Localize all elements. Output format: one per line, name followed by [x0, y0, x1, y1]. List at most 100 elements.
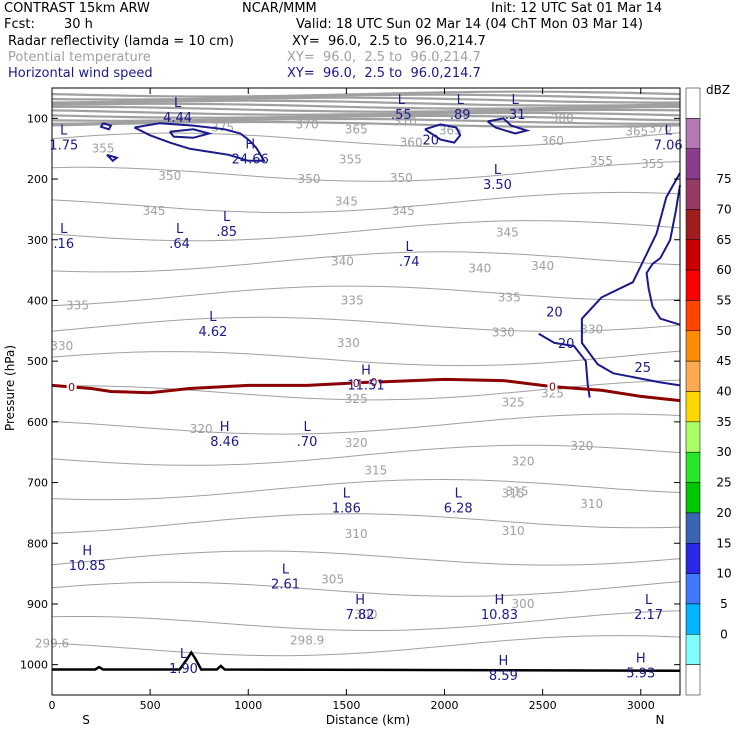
extremum-value: .70	[297, 435, 318, 450]
x-tick-label: 2500	[529, 699, 557, 712]
colorbar-label: 45	[716, 354, 731, 368]
wind-contour-label: 20	[558, 337, 575, 352]
colorbar-label: 60	[716, 263, 731, 277]
reflectivity-label: 0	[353, 377, 360, 390]
extremum-value: 7.06	[654, 139, 683, 154]
reflectivity-label: 0	[68, 381, 75, 394]
extremum-value: .64	[169, 237, 190, 252]
x-tick-label: 0	[49, 699, 56, 712]
low-marker: L	[455, 487, 463, 502]
wind-contour-label: 25	[634, 361, 651, 376]
wind-contours: 20 20 20 25	[99, 117, 681, 398]
extremum-value: .16	[53, 237, 74, 252]
theta-contour-label: 315	[364, 463, 387, 477]
colorbar-cell	[685, 209, 701, 240]
colorbar-cell	[685, 87, 701, 119]
y-tick-label: 900	[27, 598, 48, 611]
colorbar-cell	[685, 360, 701, 392]
colorbar-label: 30	[716, 445, 731, 459]
low-marker: L	[223, 210, 231, 225]
wind-contour-line	[424, 123, 462, 144]
theta-contour-line	[51, 581, 681, 597]
terrain-line	[52, 650, 681, 672]
colorbar-label: 50	[716, 324, 731, 338]
colorbar-label: 20	[716, 506, 731, 520]
colorbar-cell	[685, 664, 701, 696]
wind-contour-line	[487, 117, 531, 135]
colorbar-label: 35	[716, 415, 731, 429]
colorbar-label: 0	[720, 627, 728, 641]
colorbar-label: 65	[716, 233, 731, 247]
extremum-value: .31	[505, 108, 526, 123]
high-marker: H	[355, 593, 365, 608]
high-marker: H	[220, 420, 230, 435]
theta-contour-line	[51, 251, 681, 273]
theta-contour-label: 345	[143, 204, 166, 218]
reflectivity-label-bg	[66, 380, 77, 393]
field-name-theta: Potential temperature	[8, 50, 151, 65]
theta-contour-line	[51, 99, 681, 107]
colorbar-label: 75	[716, 172, 731, 186]
theta-contour-label: 310	[345, 527, 368, 541]
wind-contour-line	[106, 153, 119, 163]
extremum-value: 5.93	[626, 667, 655, 682]
theta-contour-label: 315	[502, 486, 525, 500]
low-marker: L	[406, 240, 414, 255]
theta-contour-label: 325	[345, 392, 368, 406]
theta-contour-label: 315	[506, 485, 529, 499]
colorbar-label: 55	[716, 293, 731, 307]
theta-contour-label: 350	[158, 169, 181, 183]
colorbar-cell	[685, 391, 701, 423]
reflectivity-label: 0	[370, 376, 377, 389]
colorbar-cell	[685, 634, 701, 665]
extremum-value: 1.86	[332, 502, 361, 517]
y-tick-label: 500	[27, 355, 48, 368]
colorbar-label: 70	[716, 202, 731, 216]
extremum-value: .89	[450, 108, 471, 123]
theta-contour-label: 325	[541, 386, 564, 400]
theta-contour-label: 310	[502, 524, 525, 538]
low-marker: L	[282, 562, 290, 577]
low-marker: L	[398, 93, 406, 108]
extremum-value: 8.46	[210, 435, 239, 450]
terrain-line	[52, 650, 681, 672]
theta-contour-label: 360	[400, 136, 423, 150]
field-xy-wind: XY= 96.0, 2.5 to 96.0,214.7	[287, 66, 481, 81]
model-name: CONTRAST 15km ARW	[4, 1, 150, 16]
extremum-value: 4.44	[163, 111, 192, 126]
colorbar-label: 10	[716, 567, 731, 581]
init-time: Init: 12 UTC Sat 01 Mar 14	[491, 1, 663, 16]
data-source: NCAR/MMM	[242, 1, 317, 16]
colorbar-label: 5	[720, 597, 728, 611]
high-marker: H	[361, 363, 371, 378]
wind-contour-label: 20	[546, 305, 563, 320]
theta-contour-line	[51, 413, 681, 435]
theta-contour-label: 370	[296, 117, 319, 131]
extremum-value: 2.61	[271, 577, 300, 592]
extremum-value: 2.17	[634, 608, 663, 623]
colorbar-cell	[685, 300, 701, 332]
x-tick-label: 1000	[234, 699, 262, 712]
theta-contour-label: 330	[337, 336, 360, 350]
extremum-value: 10.83	[481, 608, 518, 623]
theta-contour-label: 340	[468, 261, 491, 275]
low-marker: L	[512, 93, 520, 108]
colorbar-cell	[685, 421, 701, 453]
plot-frame	[51, 87, 681, 696]
theta-contour-label: 300	[355, 607, 378, 621]
extremum-value: 7.82	[346, 608, 375, 623]
extremum-value: 11.51	[347, 378, 384, 393]
reflectivity-label-bg	[351, 376, 362, 389]
y-tick-label: 600	[27, 416, 48, 429]
low-marker: L	[343, 487, 351, 502]
forecast-hour: 30 h	[64, 17, 93, 32]
theta-contour-line	[51, 191, 681, 214]
colorbar-label: 15	[716, 536, 731, 550]
colorbar-cell	[685, 451, 701, 483]
low-marker: L	[645, 593, 653, 608]
field-name-wind: Horizontal wind speed	[8, 66, 153, 81]
theta-contour-label: 355	[590, 154, 613, 168]
theta-contour-label: 355	[339, 153, 362, 167]
wind-contour-line	[133, 122, 266, 162]
